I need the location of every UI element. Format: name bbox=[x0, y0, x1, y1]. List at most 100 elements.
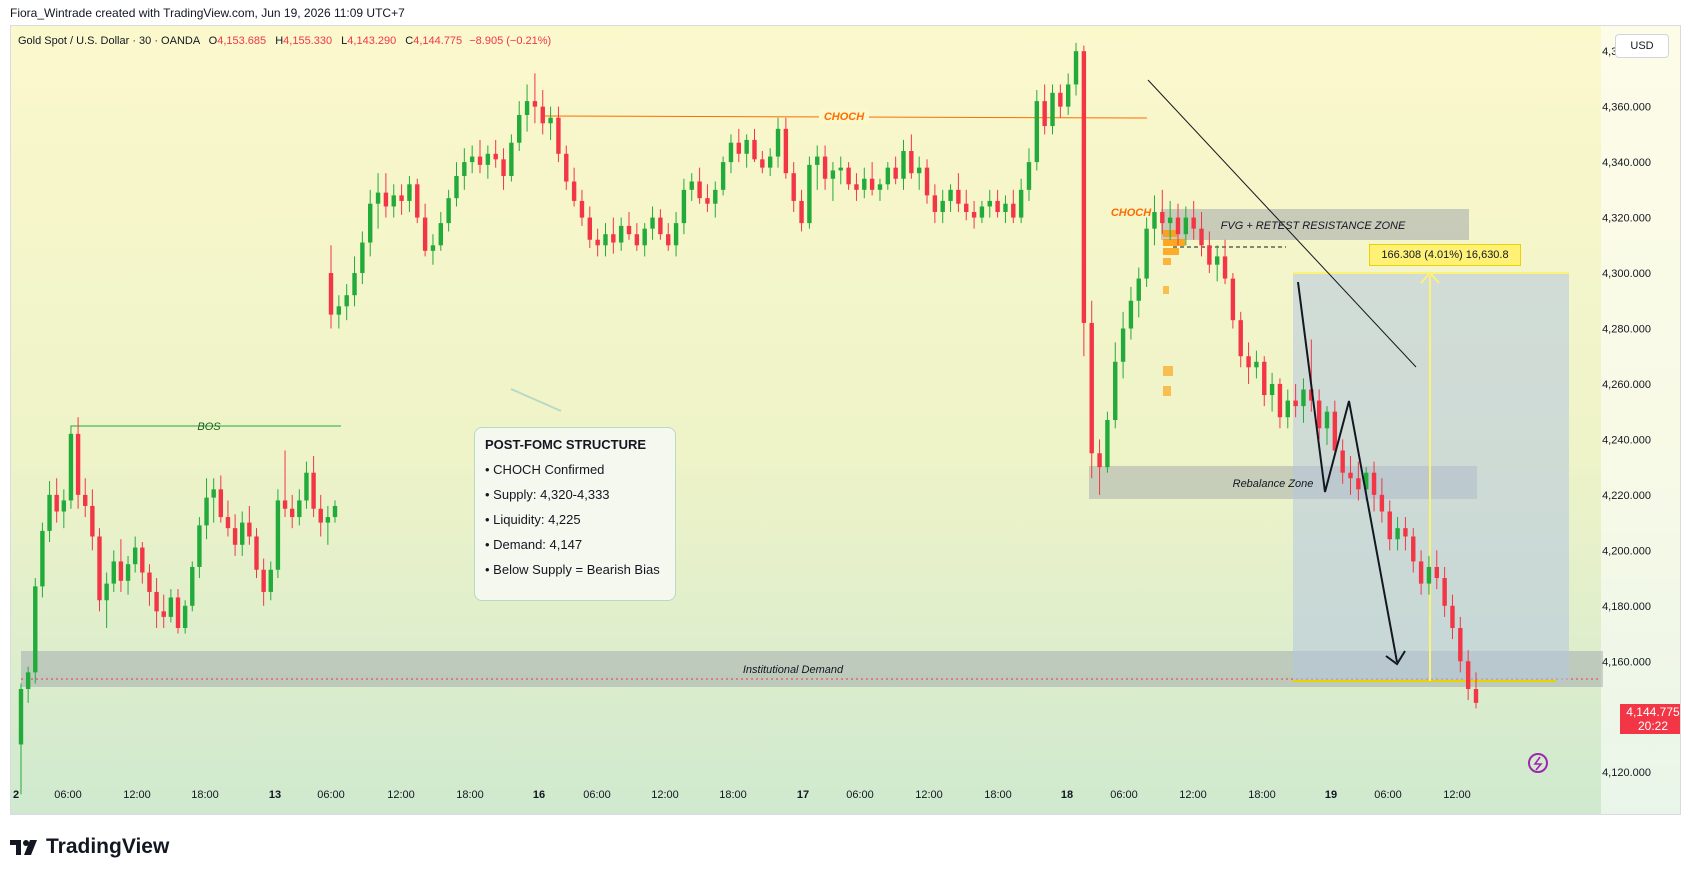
candle bbox=[485, 145, 491, 179]
candle bbox=[218, 475, 224, 523]
current-price-value: 4,144.775 bbox=[1626, 705, 1680, 719]
candle bbox=[618, 217, 624, 251]
candle bbox=[1160, 189, 1165, 235]
candle-body bbox=[344, 295, 349, 307]
price-axis-background[interactable] bbox=[1601, 26, 1681, 815]
candle bbox=[948, 184, 953, 213]
candle bbox=[1175, 203, 1181, 246]
candle bbox=[1230, 273, 1236, 329]
structure-callout[interactable]: POST-FOMC STRUCTURE • CHOCH Confirmed • … bbox=[474, 427, 676, 601]
chart-pane[interactable]: BOS CHOCH CHOCH FVG + RETEST RESISTANCE … bbox=[10, 25, 1681, 815]
candle bbox=[391, 184, 396, 218]
candle bbox=[532, 73, 538, 124]
currency-button[interactable]: USD bbox=[1615, 34, 1669, 58]
candle-body bbox=[901, 151, 906, 179]
candle bbox=[407, 175, 412, 213]
candle-body bbox=[240, 522, 245, 545]
close-value: 4,144.775 bbox=[413, 35, 463, 47]
candle-body bbox=[111, 561, 116, 584]
candle-body bbox=[689, 181, 694, 190]
candle-body bbox=[1175, 217, 1181, 235]
structure-item: • CHOCH Confirmed bbox=[485, 462, 605, 477]
candle bbox=[1301, 378, 1306, 423]
candle-body bbox=[1128, 300, 1134, 329]
rebalance-zone-label: Rebalance Zone bbox=[1233, 478, 1314, 490]
candle-body bbox=[332, 505, 338, 518]
candle bbox=[1426, 555, 1432, 595]
candle-body bbox=[75, 433, 81, 495]
candle bbox=[611, 217, 616, 254]
candle bbox=[1120, 311, 1126, 379]
price-axis[interactable]: 4,380.0004,360.0004,340.0004,320.0004,30… bbox=[1602, 46, 1651, 779]
candle bbox=[1026, 148, 1032, 201]
chart-attribution: Fiora_Wintrade created with TradingView.… bbox=[10, 6, 405, 20]
candle-body bbox=[1316, 400, 1322, 429]
candle bbox=[1348, 456, 1353, 495]
candle bbox=[524, 84, 530, 132]
time-axis[interactable]: 2 06:00 12:00 18:00 13 06:00 12:00 18:00 16 06:00… bbox=[13, 789, 1471, 801]
candle-body bbox=[1442, 578, 1447, 606]
candle-body bbox=[407, 184, 412, 201]
candle-body bbox=[438, 223, 443, 246]
tradingview-logo[interactable]: TradingView bbox=[10, 835, 169, 859]
candle-body bbox=[1042, 101, 1047, 127]
candle bbox=[1316, 389, 1322, 440]
candle bbox=[744, 134, 749, 168]
candle bbox=[1309, 339, 1314, 412]
candle bbox=[548, 106, 553, 140]
low-value: 4,143.290 bbox=[347, 35, 397, 47]
candle-body bbox=[885, 167, 891, 185]
time-tick-label: 06:00 bbox=[317, 789, 345, 801]
structure-item: • Demand: 4,147 bbox=[485, 537, 583, 552]
candle bbox=[125, 555, 131, 595]
candle bbox=[1442, 566, 1447, 617]
candle-body bbox=[971, 212, 977, 218]
candlestick-series[interactable] bbox=[18, 42, 1479, 795]
candle-body bbox=[469, 156, 475, 163]
candle-body bbox=[118, 561, 124, 581]
tradingview-wordmark: TradingView bbox=[46, 835, 170, 858]
price-tick-label: 4,360.000 bbox=[1602, 102, 1651, 114]
candle bbox=[232, 514, 238, 556]
candle-body bbox=[33, 586, 38, 673]
candle bbox=[1207, 231, 1212, 274]
candle-body bbox=[104, 583, 109, 601]
fvg-resistance-zone[interactable] bbox=[1161, 209, 1469, 240]
price-chart[interactable]: BOS CHOCH CHOCH FVG + RETEST RESISTANCE … bbox=[11, 26, 1681, 815]
candle bbox=[626, 212, 632, 240]
candle bbox=[987, 189, 992, 218]
candle bbox=[932, 184, 938, 224]
candle bbox=[564, 145, 569, 190]
candle-body bbox=[1285, 400, 1290, 418]
structure-callout-title: POST-FOMC STRUCTURE bbox=[485, 437, 647, 452]
candle bbox=[540, 90, 545, 135]
lightning-icon[interactable] bbox=[1528, 753, 1548, 773]
candle-body bbox=[125, 564, 131, 581]
candle bbox=[720, 156, 726, 196]
candle-body bbox=[446, 198, 451, 224]
candle bbox=[650, 206, 655, 240]
candle-body bbox=[909, 151, 914, 174]
symbol-legend[interactable]: Gold Spot / U.S. Dollar · 30 · OANDA O4,… bbox=[18, 35, 551, 47]
candle-body bbox=[161, 611, 166, 617]
candle-body bbox=[485, 153, 491, 165]
structure-item: • Supply: 4,320-4,333 bbox=[485, 487, 610, 502]
candle-body bbox=[1097, 453, 1102, 468]
measure-label[interactable]: 166.308 (4.01%) 16,630.8 bbox=[1369, 244, 1521, 266]
time-tick-label: 18:00 bbox=[1248, 789, 1276, 801]
candle-body bbox=[720, 162, 726, 190]
candle-body bbox=[391, 195, 396, 207]
candle bbox=[1465, 650, 1471, 701]
candle-body bbox=[752, 139, 757, 160]
symbol-name[interactable]: Gold Spot / U.S. Dollar · 30 · OANDA bbox=[18, 35, 200, 47]
candle bbox=[247, 505, 252, 545]
candle bbox=[1293, 383, 1298, 418]
candle bbox=[1395, 517, 1400, 551]
candle bbox=[854, 173, 859, 201]
candle bbox=[595, 228, 600, 257]
candle-body bbox=[1387, 511, 1392, 540]
candle bbox=[318, 494, 323, 537]
candle bbox=[430, 234, 436, 265]
candle-body bbox=[132, 547, 138, 565]
candle bbox=[673, 212, 679, 257]
